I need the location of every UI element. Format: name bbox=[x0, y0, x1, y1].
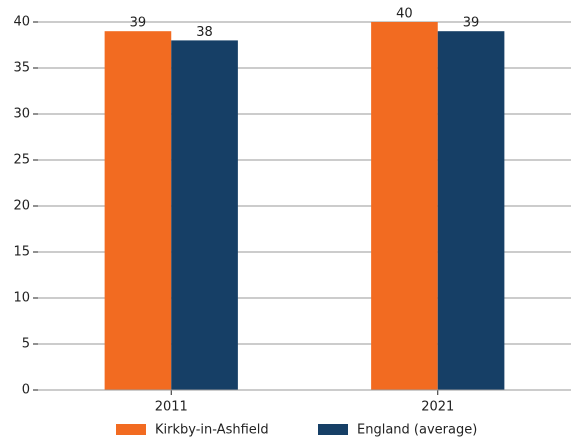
bar bbox=[371, 22, 438, 390]
bar bbox=[104, 31, 172, 390]
y-tick-label: 0 bbox=[22, 383, 30, 398]
legend-label: England (average) bbox=[357, 423, 477, 438]
x-tick-label: 2021 bbox=[421, 400, 454, 415]
bar bbox=[437, 31, 505, 390]
bar bbox=[171, 40, 238, 391]
y-tick-label: 40 bbox=[13, 15, 30, 30]
y-tick-label: 25 bbox=[13, 153, 30, 168]
value-label: 39 bbox=[130, 16, 147, 31]
value-label: 39 bbox=[463, 16, 480, 31]
y-tick-label: 5 bbox=[22, 337, 30, 352]
legend-swatch bbox=[318, 424, 348, 435]
y-tick-label: 20 bbox=[13, 199, 30, 214]
value-label: 40 bbox=[396, 7, 413, 22]
value-label: 38 bbox=[196, 25, 213, 40]
y-tick-label: 15 bbox=[13, 245, 30, 260]
y-tick-label: 35 bbox=[13, 61, 30, 76]
legend-swatch bbox=[116, 424, 146, 435]
y-tick-label: 10 bbox=[13, 291, 30, 306]
x-tick-label: 2011 bbox=[155, 400, 188, 415]
legend-label: Kirkby-in-Ashfield bbox=[155, 423, 269, 438]
y-tick-label: 30 bbox=[13, 107, 30, 122]
